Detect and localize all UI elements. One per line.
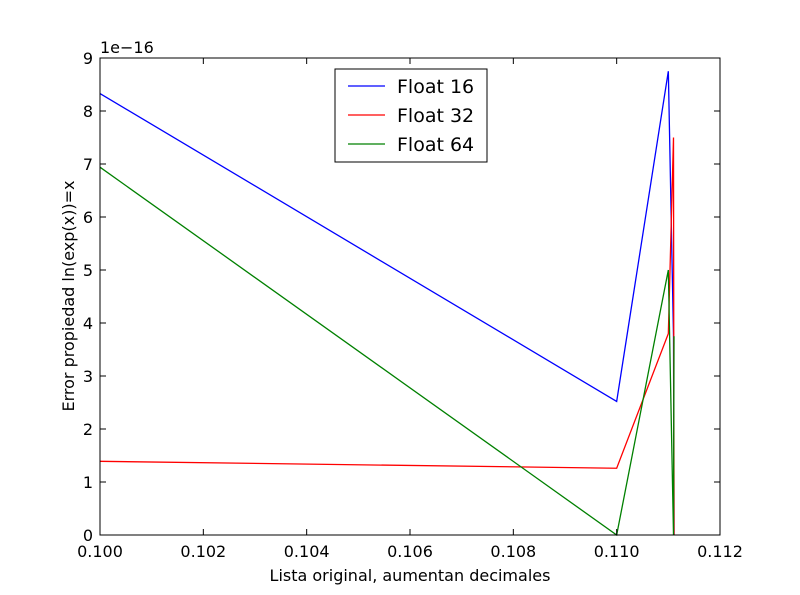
- x-tick-label: 0.102: [180, 542, 226, 561]
- series-line-float-32: [99, 137, 675, 536]
- legend-entry-label: Float 16: [397, 76, 474, 98]
- y-tick-label: 3: [83, 367, 93, 386]
- x-tick-label: 0.112: [697, 542, 743, 561]
- y-axis-label: Error propiedad ln(exp(x))=x: [59, 181, 78, 412]
- y-tick-label: 4: [83, 314, 93, 333]
- x-tick-label: 0.106: [387, 542, 433, 561]
- series-line-float-64: [99, 166, 675, 537]
- y-tick-label: 2: [83, 420, 93, 439]
- legend: Float 16 Float 32 Float 64: [334, 68, 488, 163]
- axis-ticks: 0.100 0.102 0.104 0.106 0.108 0.110 0.112 0 1 2 3 4…: [77, 49, 743, 561]
- legend-entry-label: Float 64: [397, 134, 474, 156]
- legend-entry-label: Float 32: [397, 105, 474, 127]
- x-tick-label: 0.110: [594, 542, 640, 561]
- x-tick-label: 0.104: [284, 542, 330, 561]
- y-tick-label: 0: [83, 526, 93, 545]
- y-tick-label: 9: [83, 49, 93, 68]
- x-tick-label: 0.100: [77, 542, 123, 561]
- y-tick-label: 6: [83, 208, 93, 227]
- x-tick-label: 0.108: [490, 542, 536, 561]
- x-axis-label: Lista original, aumentan decimales: [270, 566, 551, 585]
- y-offset-label: 1e−16: [100, 38, 154, 57]
- y-tick-label: 7: [83, 155, 93, 174]
- y-tick-label: 5: [83, 261, 93, 280]
- y-tick-label: 8: [83, 102, 93, 121]
- y-tick-label: 1: [83, 473, 93, 492]
- plot-area: [99, 71, 675, 537]
